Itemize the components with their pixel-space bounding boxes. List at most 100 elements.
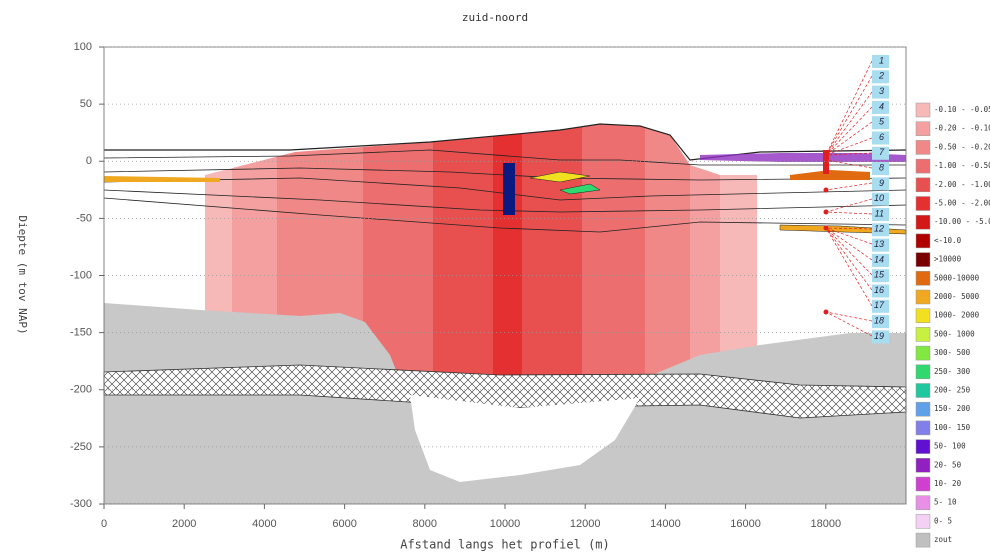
x-tick-label: 18000 xyxy=(811,518,842,530)
legend-label: -0.20 - -0.10 xyxy=(934,124,990,133)
well-label: 3 xyxy=(879,86,884,96)
legend-label: -1.00 - -0.50 xyxy=(934,161,990,170)
legend-label: >10000 xyxy=(934,255,962,264)
well-marker xyxy=(872,208,889,221)
y-tick-label: 100 xyxy=(74,41,92,53)
x-tick-label: 0 xyxy=(101,518,107,530)
legend-swatch xyxy=(915,383,931,398)
legend-swatch xyxy=(915,476,931,492)
well-marker xyxy=(872,177,889,191)
legend-label: 0- 5 xyxy=(934,516,952,525)
legend-label: 500- 1000 xyxy=(934,329,975,338)
x-tick-label: 2000 xyxy=(172,518,196,530)
well-label: 10 xyxy=(874,193,884,203)
well-marker xyxy=(872,315,889,329)
legend-swatch xyxy=(915,420,931,436)
legend-swatch xyxy=(915,439,931,454)
well-marker xyxy=(872,269,889,283)
x-tick-label: 6000 xyxy=(332,518,356,530)
well-label: 14 xyxy=(874,254,884,264)
well-label: 18 xyxy=(874,315,884,325)
well-marker xyxy=(872,284,889,298)
well-label: 19 xyxy=(874,331,884,341)
well-marker xyxy=(872,238,889,252)
legend-swatch xyxy=(915,364,931,380)
x-tick-label: 16000 xyxy=(730,518,761,530)
x-tick-label: 10000 xyxy=(490,518,521,530)
x-tick-label: 14000 xyxy=(650,518,681,530)
legend-swatch xyxy=(915,458,931,473)
well-label: 8 xyxy=(879,162,884,172)
cross-section xyxy=(103,60,907,504)
well-label: 7 xyxy=(879,147,885,157)
legend-swatch xyxy=(915,401,931,417)
well-marker xyxy=(872,192,889,206)
legend-label: 10- 20 xyxy=(934,479,962,488)
x-tick-label: 12000 xyxy=(570,518,601,530)
legend-label: -0.10 - -0.05 xyxy=(934,105,990,114)
well-label: 13 xyxy=(874,239,884,249)
legend-label: zout xyxy=(934,535,952,544)
legend-label: -5.00 - -2.00 xyxy=(934,199,990,208)
legend-swatch xyxy=(915,177,931,193)
well-marker xyxy=(872,330,889,344)
x-tick-label: 4000 xyxy=(252,518,276,530)
legend-label: <-10.0 xyxy=(934,236,962,245)
well-marker xyxy=(872,299,889,313)
y-tick-label: -200 xyxy=(70,384,92,396)
legend-swatch xyxy=(915,214,931,230)
legend-label: 1000- 2000 xyxy=(934,311,980,320)
well-label: 9 xyxy=(879,178,884,188)
y-tick-label: -250 xyxy=(70,441,92,453)
well-label: 16 xyxy=(874,285,884,295)
y-tick-label: -150 xyxy=(70,327,92,339)
well-marker xyxy=(872,70,889,84)
legend-label: -10.00 - -5.00 xyxy=(934,217,990,226)
legend-swatch xyxy=(915,289,931,305)
legend-swatch xyxy=(915,532,931,548)
well-label: 1 xyxy=(879,55,884,65)
y-tick-label: 50 xyxy=(80,98,92,110)
x-axis-label: Afstand langs het profiel (m) xyxy=(400,538,610,552)
legend-swatch xyxy=(915,252,931,267)
well-label: 12 xyxy=(874,224,884,234)
legend-swatch xyxy=(915,102,931,118)
legend-swatch xyxy=(915,345,931,361)
legend-label: 50- 100 xyxy=(934,442,966,451)
well-marker xyxy=(872,223,889,237)
legend-label: 100- 150 xyxy=(934,423,971,432)
legend-swatch xyxy=(915,514,931,529)
well-label: 6 xyxy=(879,132,884,142)
legend-label: 2000- 5000 xyxy=(934,292,980,301)
well-label: 2 xyxy=(878,71,884,81)
well-label: 15 xyxy=(874,270,885,280)
well-marker xyxy=(872,100,889,114)
chart-title: zuid-noord xyxy=(462,11,528,24)
legend-label: -2.00 - -1.00 xyxy=(934,180,990,189)
legend-swatch xyxy=(915,158,931,174)
legend-label: 5000-10000 xyxy=(934,273,980,282)
y-axis-label: Diepte (m tov NAP) xyxy=(16,215,29,334)
y-tick-label: -300 xyxy=(70,498,92,510)
legend-swatch xyxy=(915,327,931,342)
legend-label: 200- 250 xyxy=(934,386,971,395)
legend-label: 250- 300 xyxy=(934,367,971,376)
well-marker xyxy=(872,146,889,160)
well-marker xyxy=(872,55,889,68)
well-label: 11 xyxy=(875,208,884,218)
legend-swatch xyxy=(915,233,931,249)
legend-swatch xyxy=(915,271,931,286)
legend-swatch xyxy=(915,121,931,136)
legend-label: 300- 500 xyxy=(934,348,971,357)
legend-label: -0.50 - -0.20 xyxy=(934,142,990,151)
x-tick-label: 8000 xyxy=(413,518,437,530)
well-marker xyxy=(872,162,889,176)
well-label: 5 xyxy=(879,117,885,127)
legend-label: 150- 200 xyxy=(934,404,971,413)
well-marker xyxy=(872,253,889,267)
well-marker xyxy=(872,85,889,99)
legend-swatch xyxy=(915,140,931,155)
y-tick-label: -50 xyxy=(76,212,92,224)
